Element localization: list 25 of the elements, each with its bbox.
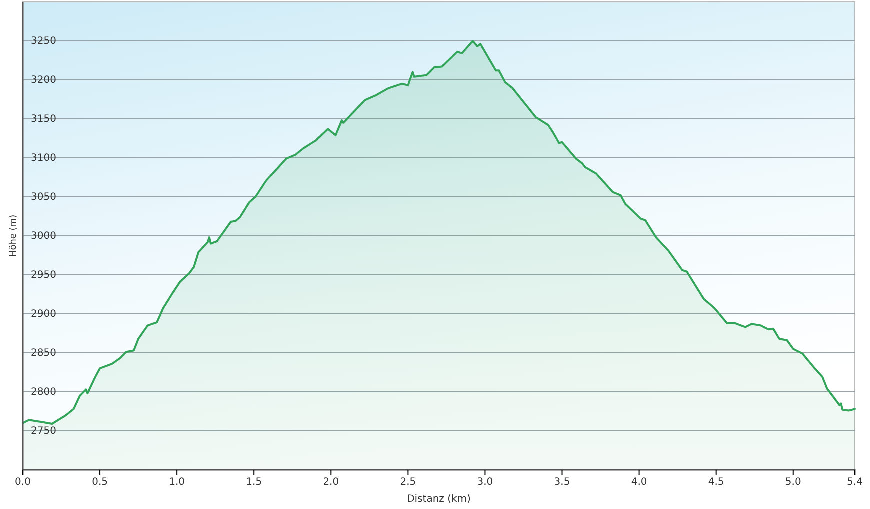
x-tick-label: 4.5 bbox=[708, 477, 724, 488]
x-tick-label: 0.0 bbox=[15, 477, 31, 488]
x-tick-label: 3.5 bbox=[554, 477, 570, 488]
x-tick-label: 3.0 bbox=[477, 477, 494, 488]
x-tick-label: 0.5 bbox=[92, 477, 108, 488]
x-tick-label: 1.0 bbox=[169, 477, 186, 488]
y-tick-label: 3150 bbox=[31, 114, 56, 126]
x-tick-label: 5.0 bbox=[785, 477, 802, 488]
y-tick-label: 3250 bbox=[31, 36, 56, 48]
y-axis-title: Höhe (m) bbox=[9, 214, 19, 258]
y-tick-label: 2850 bbox=[31, 348, 56, 360]
y-tick-label: 2750 bbox=[31, 426, 56, 438]
x-axis-title: Distanz (km) bbox=[407, 494, 472, 505]
x-tick-label: 1.5 bbox=[246, 477, 262, 488]
y-tick-label: 3000 bbox=[31, 231, 56, 242]
y-tick-label: 2900 bbox=[31, 309, 56, 320]
x-tick-label: 2.0 bbox=[323, 477, 340, 488]
y-tick-label: 2950 bbox=[31, 270, 56, 282]
y-tick-label: 2800 bbox=[31, 387, 56, 398]
y-tick-label: 3100 bbox=[31, 153, 56, 164]
x-tick-label: 4.0 bbox=[631, 477, 648, 488]
x-tick-label: 2.5 bbox=[400, 477, 416, 488]
y-tick-label: 3200 bbox=[31, 75, 56, 86]
y-tick-label: 3050 bbox=[31, 192, 56, 204]
x-tick-label: 5.4 bbox=[847, 477, 863, 488]
